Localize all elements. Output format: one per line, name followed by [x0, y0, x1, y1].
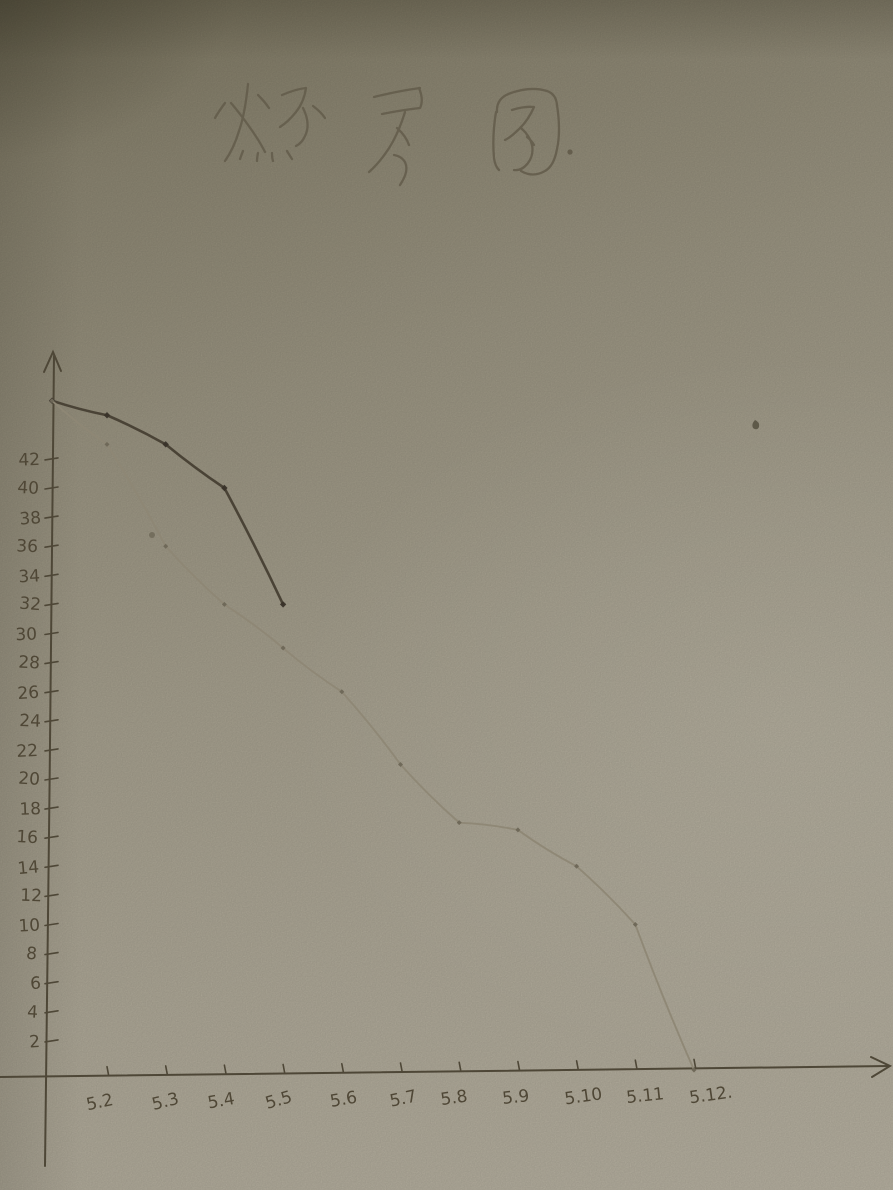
y-tick-label: 16: [16, 827, 39, 848]
x-tick-label: 5.4: [206, 1089, 236, 1113]
y-tick: [44, 544, 59, 549]
y-tick: [44, 515, 59, 519]
y-tick: [44, 1039, 59, 1043]
title-char-jin: [367, 86, 423, 187]
y-tick: [44, 689, 59, 694]
y-tick-label: 2: [29, 1032, 41, 1053]
y-tick: [44, 806, 59, 810]
data-point: [221, 601, 227, 607]
x-axis-ticks: 5.2 5.3 5.4 5.5 5.6 5.7 5.8 5.9 5.10 5.11 5.12.: [84, 1058, 734, 1115]
x-tick: [282, 1063, 286, 1074]
data-point: [104, 441, 110, 447]
y-tick-label: 10: [18, 916, 41, 937]
x-axis-arrow-icon: [870, 1056, 893, 1078]
chart-title-handwriting: 燃尽图 .: [212, 79, 602, 187]
y-tick-label: 38: [19, 508, 42, 529]
data-series: [48, 397, 697, 1073]
y-tick-label: 32: [18, 594, 41, 616]
y-tick: [44, 951, 59, 956]
x-axis: [0, 1065, 890, 1078]
y-tick-label: 30: [15, 625, 37, 646]
y-tick: [44, 864, 59, 869]
y-tick: [44, 748, 59, 752]
y-tick: [44, 922, 59, 927]
y-tick: [44, 980, 59, 985]
x-tick: [517, 1060, 521, 1071]
y-tick-label: 34: [18, 566, 41, 587]
data-point: [691, 1067, 697, 1073]
y-tick-label: 18: [19, 799, 41, 820]
stray-marks: [149, 420, 760, 538]
title-char-ran: [213, 82, 327, 163]
title-char-tu: [492, 87, 561, 176]
x-tick: [399, 1062, 403, 1072]
y-tick: [44, 457, 59, 461]
stray-pencil-dot: [752, 420, 760, 430]
data-point: [163, 543, 169, 549]
y-tick-label: 12: [20, 886, 42, 907]
y-tick: [44, 718, 59, 723]
actual-burndown-line-light: [51, 399, 695, 1071]
y-tick: [44, 777, 59, 781]
data-point: [632, 922, 638, 927]
x-tick: [340, 1062, 345, 1073]
y-axis: [44, 355, 55, 1167]
page-title: 燃尽图: [212, 79, 602, 169]
y-tick-label: 24: [19, 711, 41, 732]
data-point: [279, 601, 287, 608]
stray-pencil-dot: [149, 532, 155, 538]
title-period-dot: [567, 149, 573, 155]
data-point: [339, 689, 345, 695]
x-tick-label: 5.8: [439, 1087, 469, 1111]
y-tick-label: 14: [17, 857, 40, 879]
y-tick: [44, 573, 59, 578]
data-point: [574, 863, 580, 869]
y-tick: [44, 602, 59, 607]
x-tick: [458, 1061, 462, 1072]
data-point: [221, 484, 228, 492]
axes: [0, 349, 893, 1167]
data-point: [280, 645, 286, 651]
y-tick: [44, 631, 59, 636]
x-tick: [575, 1060, 579, 1070]
data-point: [456, 820, 462, 826]
y-tick-label: 22: [16, 741, 39, 762]
x-tick: [634, 1059, 638, 1069]
y-tick-label: 4: [27, 1002, 39, 1023]
y-tick: [44, 1009, 59, 1014]
y-tick: [44, 660, 59, 665]
x-tick-label: 5.6: [329, 1088, 359, 1112]
data-point: [515, 827, 521, 833]
y-axis-arrow-icon: [43, 349, 62, 373]
data-point: [398, 761, 403, 767]
x-tick-label: 5.9: [501, 1086, 530, 1109]
y-tick-label: 8: [25, 944, 38, 965]
x-tick-label: 5.11: [625, 1084, 665, 1108]
y-tick-label: 6: [30, 974, 42, 994]
data-point: [49, 398, 55, 404]
y-tick-label: 40: [17, 478, 40, 499]
data-point: [162, 441, 169, 448]
y-tick-label: 20: [18, 769, 41, 790]
y-tick-label: 28: [18, 652, 41, 673]
y-tick-label: 26: [17, 683, 40, 704]
y-tick-label: 42: [18, 450, 40, 471]
x-tick: [693, 1058, 697, 1069]
plan-line-dark: [50, 399, 285, 606]
y-tick-label: 36: [16, 536, 38, 557]
y-tick: [44, 835, 59, 840]
x-tick: [223, 1064, 227, 1075]
page-title-period: .: [566, 139, 572, 163]
x-tick: [106, 1065, 110, 1076]
data-point: [103, 412, 111, 419]
x-tick: [164, 1065, 168, 1075]
y-tick: [44, 486, 59, 490]
y-tick: [44, 893, 59, 898]
